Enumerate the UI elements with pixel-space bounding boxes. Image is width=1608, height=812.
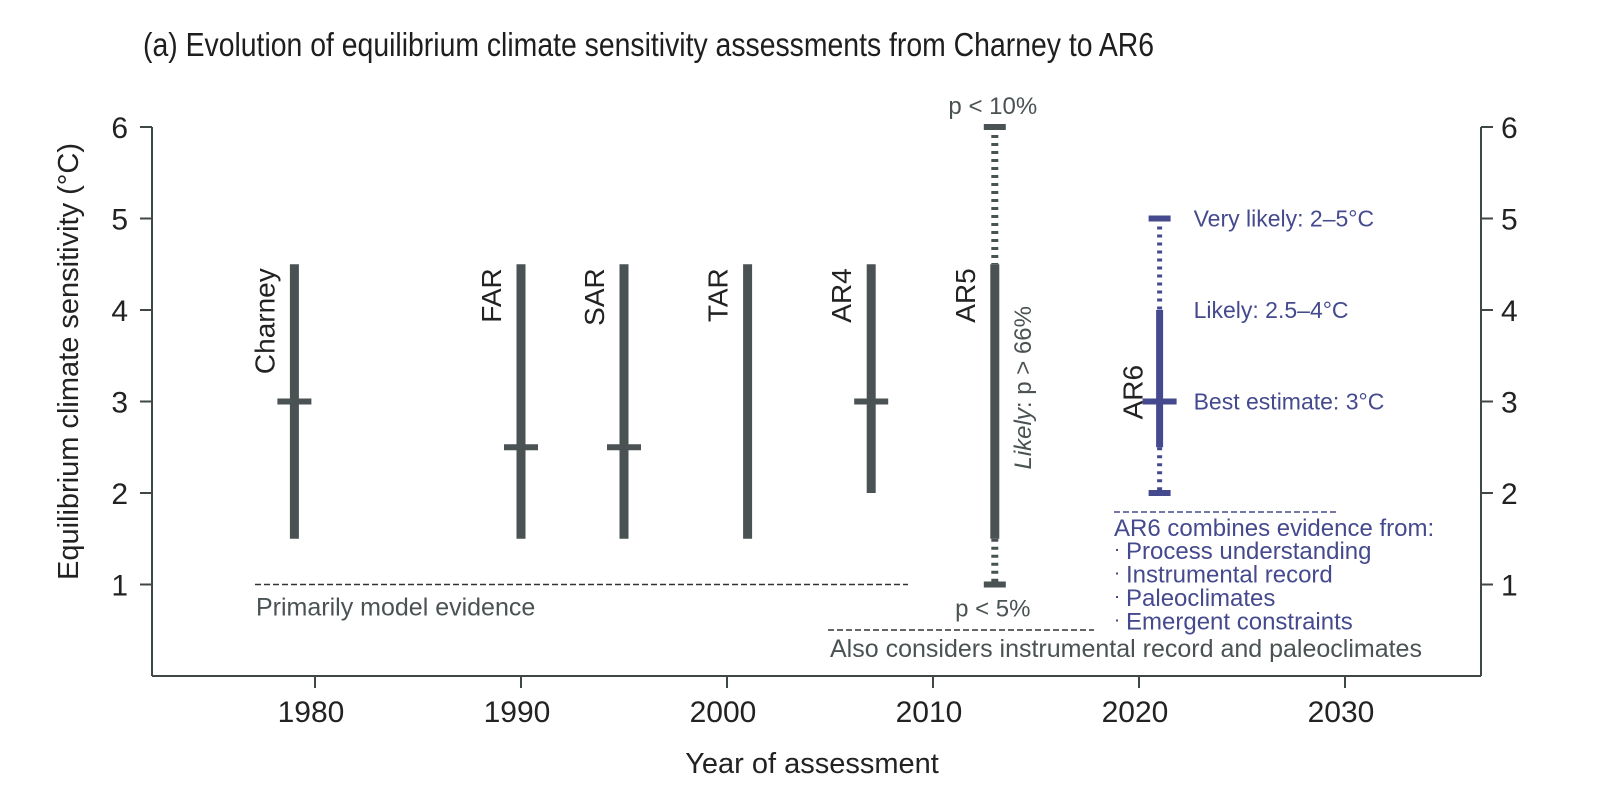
assessment-label-ar4: AR4 — [826, 268, 857, 322]
annotation-ar6-best: Best estimate: 3°C — [1194, 389, 1385, 415]
assessment-label-ar6: AR6 — [1118, 365, 1149, 419]
annotation-ar5-top: p < 10% — [948, 93, 1037, 120]
y-tick-label-left: 1 — [111, 570, 128, 603]
source-bullet — [1116, 619, 1118, 622]
x-tick-label: 2010 — [896, 696, 963, 729]
annotation-ar6-likely: Likely: 2.5–4°C — [1194, 297, 1349, 323]
assessment-label-ar5: AR5 — [950, 268, 981, 322]
annotation-ar6-combines: AR6 combines evidence from: — [1114, 515, 1434, 542]
y-tick-label-right: 5 — [1501, 204, 1518, 237]
source-bullet — [1116, 549, 1118, 551]
y-tick-label-left: 2 — [111, 478, 128, 511]
y-tick-label-left: 6 — [111, 112, 128, 145]
y-tick-label-left: 4 — [111, 295, 128, 328]
chart-labels: Charney FAR SAR TAR AR4 AR5 AR6 p < 10% p < 5% Li… — [249, 93, 1434, 663]
assessment-label-tar: TAR — [703, 268, 734, 322]
annotation-ar6-very-likely: Very likely: 2–5°C — [1194, 206, 1375, 232]
y-axis-label: Equilibrium climate sensitivity (°C) — [53, 143, 85, 580]
source-bullet — [1116, 572, 1118, 575]
annotation-ar6-source: Emergent constraints — [1126, 609, 1353, 636]
annotation-ar6-source: Instrumental record — [1126, 562, 1333, 589]
x-tick-label: 2000 — [690, 696, 757, 729]
y-tick-label-left: 3 — [111, 387, 128, 420]
annotation-ar5-likely-rest: : p > 66% — [1010, 306, 1037, 408]
assessment-label-sar: SAR — [579, 268, 610, 326]
x-tick-label: 1990 — [484, 696, 551, 729]
source-bullet — [1116, 596, 1118, 598]
assessment-label-charney: Charney — [249, 268, 280, 374]
x-tick-label: 2030 — [1308, 696, 1375, 729]
annotation-ar6-source: Paleoclimates — [1126, 585, 1275, 612]
annotation-ar5-likely-word: Likely — [1010, 406, 1037, 469]
y-tick-label-right: 3 — [1501, 387, 1518, 420]
annotation-model-evidence: Primarily model evidence — [256, 594, 535, 622]
annotation-ar5-likely: Likely: p > 66% — [1010, 306, 1037, 469]
chart-axes: 1 1 2 2 3 3 4 4 5 5 6 6 1980 1990 2000 2010 2020 2030 Year… — [53, 112, 1518, 780]
chart-marks — [277, 124, 1177, 588]
y-tick-label-right: 2 — [1501, 478, 1518, 511]
x-axis-label: Year of assessment — [685, 748, 939, 780]
y-tick-label-right: 6 — [1501, 112, 1518, 145]
x-tick-label: 1980 — [278, 696, 345, 729]
assessment-label-far: FAR — [476, 268, 507, 322]
annotation-ar5-bottom: p < 5% — [955, 596, 1030, 623]
annotation-ar6-source: Process understanding — [1126, 538, 1371, 565]
y-tick-label-right: 1 — [1501, 570, 1518, 603]
chart-title: (a) Evolution of equilibrium climate sen… — [143, 26, 1155, 63]
y-tick-label-left: 5 — [111, 204, 128, 237]
x-tick-label: 2020 — [1102, 696, 1169, 729]
annotation-also-considers: Also considers instrumental record and p… — [830, 635, 1422, 663]
y-tick-label-right: 4 — [1501, 295, 1518, 328]
